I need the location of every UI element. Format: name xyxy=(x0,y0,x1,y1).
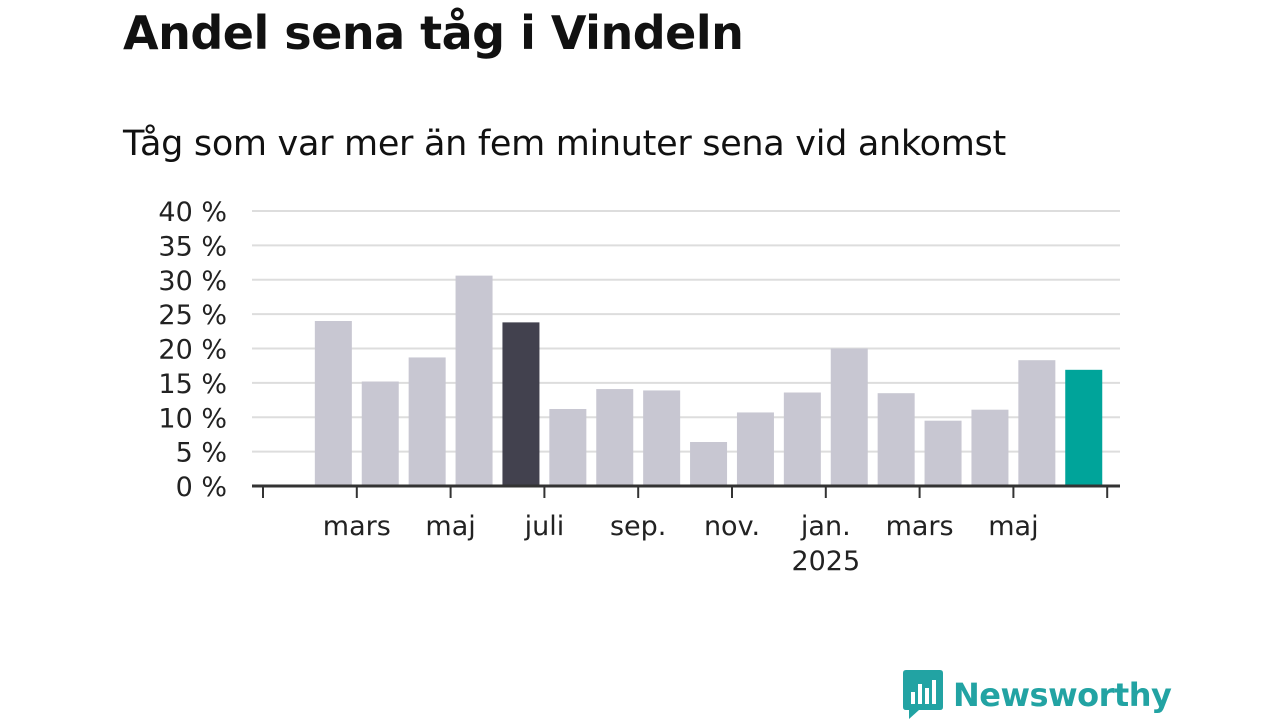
y-tick-label: 15 % xyxy=(158,369,227,400)
bar xyxy=(643,390,681,486)
brand-name: Newsworthy xyxy=(953,676,1172,714)
x-tick-label: juli xyxy=(524,511,565,542)
bar xyxy=(408,357,446,486)
x-tick-label: sep. xyxy=(610,511,666,542)
y-axis-tick-labels: 0 %5 % 10 %15 %20 % 25 %30 % 35 %40 % xyxy=(158,197,227,503)
bar-highlight xyxy=(502,322,540,486)
bar xyxy=(783,392,821,486)
x-tick-label: nov. xyxy=(704,511,760,542)
bar-latest xyxy=(1065,369,1103,486)
y-tick-label: 25 % xyxy=(158,300,227,331)
x-axis-tick-labels: mars maj juli sep. nov. jan. 2025 mars maj xyxy=(323,511,1039,577)
chart-bubble-icon xyxy=(903,670,943,719)
bar xyxy=(924,420,962,486)
bar xyxy=(455,275,493,486)
x-tick-label: mars xyxy=(323,511,391,542)
x-axis xyxy=(252,484,1120,498)
y-tick-label: 10 % xyxy=(158,403,227,434)
x-tick-label: maj xyxy=(425,511,475,542)
bar xyxy=(361,381,399,486)
bar xyxy=(690,442,728,486)
x-tick-label: jan. xyxy=(800,511,851,542)
chart-title: Andel sena tåg i Vindeln xyxy=(123,6,744,60)
y-tick-label: 20 % xyxy=(158,335,227,366)
gridlines xyxy=(252,210,1120,453)
bar-chart: 0 %5 %10 %15 %20 %25 %30 %35 %40 % mars m… xyxy=(158,197,1120,577)
bar xyxy=(1018,360,1056,486)
y-tick-label: 35 % xyxy=(158,231,227,262)
bar xyxy=(596,389,634,486)
y-tick-label: 0 % xyxy=(176,472,227,503)
bar xyxy=(830,348,868,486)
bar xyxy=(549,409,587,486)
bars xyxy=(314,275,1103,486)
x-tick-year-label: 2025 xyxy=(791,546,860,577)
x-tick-label: maj xyxy=(988,511,1038,542)
y-tick-label: 5 % xyxy=(176,438,227,469)
x-tick-label: mars xyxy=(886,511,954,542)
bar xyxy=(314,321,352,486)
y-tick-label: 40 % xyxy=(158,197,227,228)
bar xyxy=(736,412,774,486)
newsworthy-logo: Newsworthy xyxy=(903,670,1172,720)
chart-subtitle: Tåg som var mer än fem minuter sena vid … xyxy=(123,124,1006,164)
bar xyxy=(877,393,915,486)
y-tick-label: 30 % xyxy=(158,266,227,297)
bar xyxy=(971,409,1009,486)
